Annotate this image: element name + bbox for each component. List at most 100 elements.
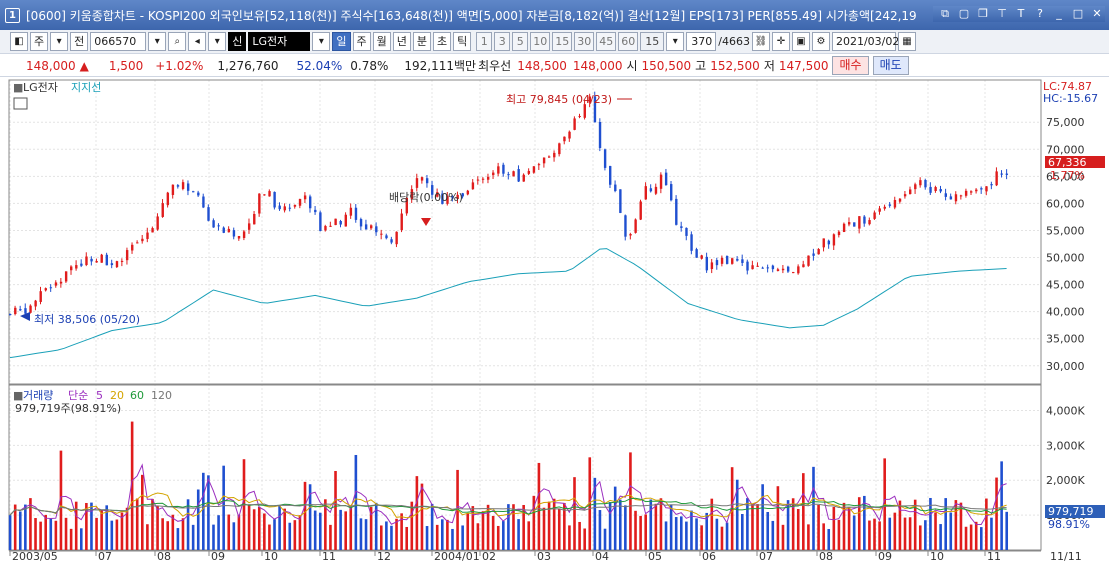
volume-bar (608, 502, 612, 550)
candle-body (405, 197, 409, 214)
candle-body (634, 219, 637, 233)
volume-bar (547, 501, 551, 550)
candle-body (314, 209, 317, 213)
volume-bar (552, 498, 556, 550)
gear-icon[interactable]: ⚙ (811, 32, 830, 51)
minute-button-1[interactable]: 1 (476, 32, 493, 51)
volume-ma-120: 120 (151, 389, 172, 402)
link-chain-icon[interactable]: ⛓ (751, 32, 770, 51)
volume-bar (390, 525, 393, 550)
calendar-icon[interactable]: ▦ (897, 32, 916, 51)
minute-button-30[interactable]: 30 (574, 32, 595, 51)
dividend-annotation: 배당락(0.00%) (389, 191, 463, 204)
candle-body (654, 186, 658, 194)
price-tick-label: 65,000 (1046, 170, 1085, 183)
volume-bar (837, 519, 841, 550)
volume-bar (476, 523, 480, 550)
cross-cursor-icon[interactable]: ✛ (771, 32, 790, 51)
tile-icon[interactable]: ▢ (958, 7, 970, 20)
minute-button-60[interactable]: 60 (618, 32, 639, 51)
period-button-6[interactable]: 틱 (453, 32, 472, 51)
candle-body (400, 213, 403, 231)
candle-body (837, 231, 841, 236)
minute-button-3[interactable]: 3 (494, 32, 511, 51)
minimize-icon[interactable]: _ (1056, 7, 1062, 20)
speaker-dropdown-icon[interactable]: ▾ (208, 32, 227, 51)
table-toggle-icon[interactable] (13, 97, 28, 110)
candle-body (59, 281, 63, 284)
candle-body (537, 164, 541, 166)
candle-body (898, 198, 902, 202)
candle-body (980, 188, 983, 190)
volume-bar (827, 529, 831, 550)
volume-bar (24, 504, 27, 550)
volume-bar (741, 513, 744, 550)
candle-body (49, 287, 53, 289)
chart-area[interactable]: ■ LG전자 지지선 LC:74.87 HC:-15.67 75,000 70,0… (0, 78, 1109, 564)
candle-body (547, 156, 551, 158)
period-button-3[interactable]: 년 (392, 32, 411, 51)
period-button-2[interactable]: 월 (372, 32, 391, 51)
stock-name-field[interactable]: LG전자 (248, 32, 311, 51)
candle-body (497, 166, 500, 174)
minute-button-45[interactable]: 45 (596, 32, 617, 51)
candle-body (619, 189, 622, 213)
date-input[interactable]: 2021/03/02 (831, 32, 899, 51)
period-button-1[interactable]: 주 (352, 32, 371, 51)
candle-body (832, 234, 836, 246)
last-price-pct: 1.77% (1050, 169, 1085, 182)
volume-bar (512, 504, 515, 550)
search-icon[interactable]: ⌕ (168, 32, 187, 51)
pin-icon[interactable]: ⊤ (997, 7, 1007, 20)
minute-button-5[interactable]: 5 (512, 32, 529, 51)
candle-body (186, 183, 190, 191)
candle-body (827, 240, 831, 245)
stock-name-dropdown-icon[interactable]: ▾ (312, 32, 331, 51)
price-tick-label: 35,000 (1046, 333, 1085, 346)
time-tick-label: 08 (157, 550, 171, 563)
chart-settings-icon[interactable]: ◧ (10, 32, 28, 51)
speaker-icon[interactable]: ◂ (188, 32, 207, 51)
volume-bar (446, 519, 449, 550)
candle-body (847, 222, 851, 225)
volume-bar (95, 517, 98, 550)
period-week-select[interactable]: 주 (30, 32, 49, 51)
volume-bar (802, 473, 805, 550)
minute-dropdown-icon[interactable]: ▾ (666, 32, 685, 51)
chevron-down-icon[interactable]: ▾ (50, 32, 69, 51)
code-dropdown-icon[interactable]: ▾ (148, 32, 167, 51)
text-t-icon[interactable]: T (1017, 7, 1025, 20)
candle-body (339, 220, 342, 225)
minute-button-10[interactable]: 10 (530, 32, 551, 51)
maximize-icon[interactable]: □ (1072, 7, 1084, 20)
save-icon[interactable]: ▣ (791, 32, 810, 51)
price-volume-chart[interactable]: ■ LG전자 지지선 LC:74.87 HC:-15.67 75,000 70,0… (0, 78, 1109, 564)
sell-button[interactable]: 매도 (872, 56, 909, 75)
buy-button[interactable]: 매수 (832, 56, 869, 75)
volume-bar (563, 502, 566, 550)
restore-icon[interactable]: ❐ (978, 7, 988, 20)
close-icon[interactable]: ✕ (1092, 7, 1102, 20)
candle-body (222, 227, 225, 233)
candle-body (156, 216, 159, 230)
candle-body (781, 268, 785, 271)
candle-body (553, 152, 556, 158)
period-button-5[interactable]: 초 (433, 32, 452, 51)
stock-code-input[interactable]: 066570 (90, 32, 147, 51)
link-icon[interactable]: ⧉ (941, 7, 949, 20)
volume-bar (29, 498, 32, 550)
bar-count-input[interactable]: 370 (686, 32, 717, 51)
candle-body (573, 118, 576, 130)
candle-body (253, 213, 256, 225)
period-button-4[interactable]: 분 (412, 32, 431, 51)
minute-button-15[interactable]: 15 (552, 32, 573, 51)
candle-body (583, 104, 586, 118)
volume-bar (725, 522, 729, 550)
period-button-0[interactable]: 일 (332, 32, 351, 51)
prev-button[interactable]: 전 (70, 32, 89, 51)
candle-body (603, 149, 607, 168)
volume-ma-20: 20 (110, 389, 124, 402)
minute-select[interactable]: 15 (640, 32, 665, 51)
candlesticks (9, 91, 1009, 316)
help-icon[interactable]: ? (1037, 7, 1043, 20)
